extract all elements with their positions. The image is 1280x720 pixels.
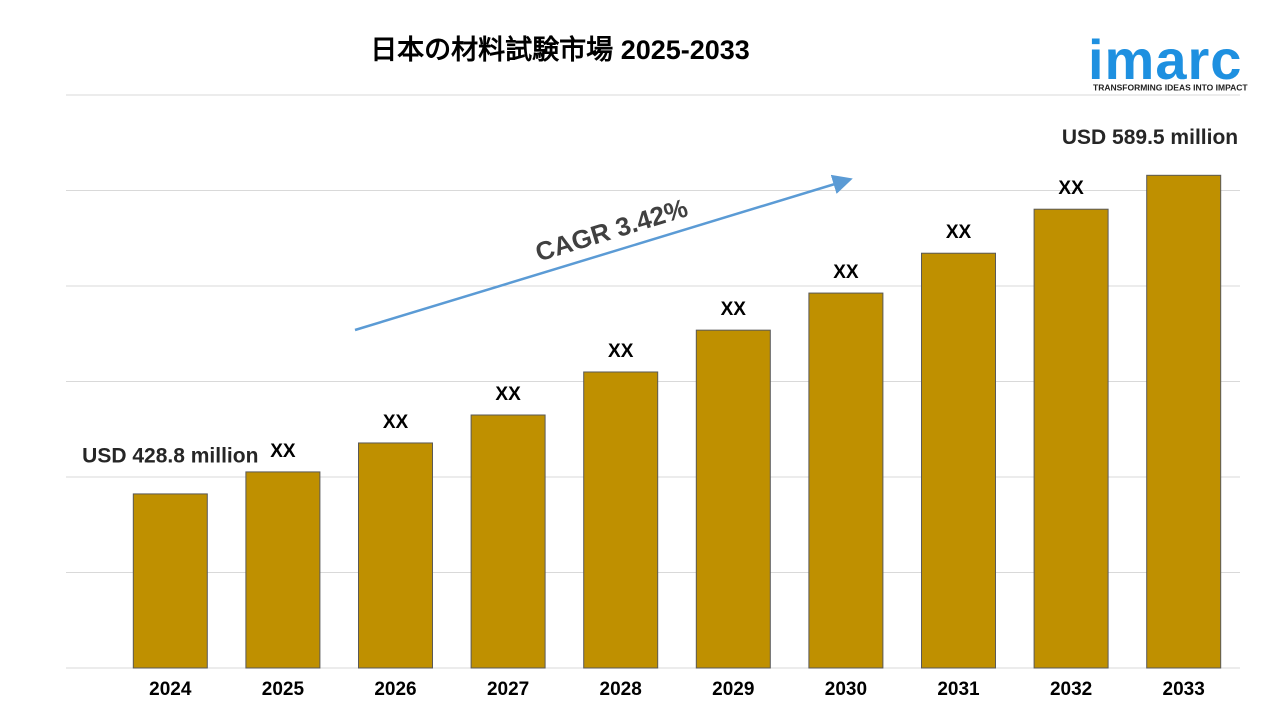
value-label: USD 589.5 million <box>1062 126 1238 149</box>
value-label: USD 428.8 million <box>82 444 258 467</box>
bar <box>808 292 884 669</box>
bar <box>470 414 546 669</box>
x-tick-label: 2029 <box>712 679 754 700</box>
x-tick-label: 2025 <box>262 679 305 700</box>
x-tick-label: 2030 <box>825 679 867 700</box>
x-tick-label: 2026 <box>374 679 416 700</box>
value-label: XX <box>833 262 859 283</box>
logo-tagline: TRANSFORMING IDEAS INTO IMPACT <box>1093 82 1248 92</box>
trend-arrow <box>354 174 853 332</box>
x-tick-label: 2028 <box>600 679 642 700</box>
x-tick-label: 2027 <box>487 679 529 700</box>
value-label: XX <box>270 441 296 462</box>
bar <box>695 329 771 669</box>
chart-title: 日本の材料試験市場 2025-2033 <box>370 34 750 65</box>
cagr-annotation: CAGR 3.42% <box>532 193 691 268</box>
value-label: XX <box>946 222 972 243</box>
value-label: XX <box>495 384 521 405</box>
x-tick-label: 2033 <box>1163 679 1205 700</box>
logo: imarc TRANSFORMING IDEAS INTO IMPACT <box>1088 28 1248 92</box>
logo-name: imarc <box>1088 28 1242 91</box>
bar <box>245 471 321 669</box>
x-tick-label: 2024 <box>149 679 192 700</box>
value-label: XX <box>383 412 409 433</box>
value-label: XX <box>608 341 634 362</box>
bar <box>583 371 659 669</box>
bar <box>132 493 208 669</box>
bar <box>358 442 433 669</box>
bar <box>921 252 996 669</box>
bar <box>1033 208 1109 669</box>
value-label: XX <box>1058 178 1084 199</box>
x-tick-label: 2031 <box>937 679 980 700</box>
bar <box>1146 174 1222 669</box>
x-tick-label: 2032 <box>1050 679 1092 700</box>
value-label: XX <box>721 299 747 320</box>
